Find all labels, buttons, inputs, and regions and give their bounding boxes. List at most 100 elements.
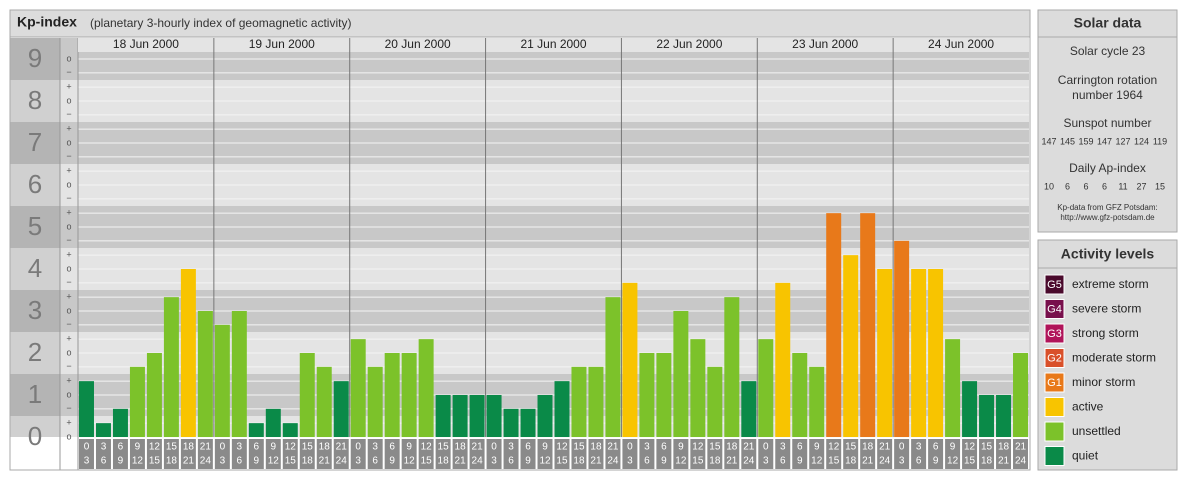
x-tick-label: 6 [525, 442, 531, 453]
bar [146, 353, 162, 437]
x-tick-label: 12 [556, 442, 568, 453]
minor-tick-label: − [66, 193, 71, 203]
legend-label: strong storm [1072, 326, 1139, 340]
hour-box [554, 439, 570, 469]
x-tick-label: 0 [627, 442, 633, 453]
hour-box [537, 439, 553, 469]
day-header [78, 38, 214, 52]
bar [571, 366, 587, 437]
hour-box [894, 439, 910, 469]
bar [809, 366, 825, 437]
minor-tick-label: + [66, 208, 71, 218]
bar [367, 366, 383, 437]
x-tick-label: 9 [661, 456, 667, 467]
bar [673, 311, 689, 437]
legend-code: G5 [1047, 279, 1062, 291]
bar [622, 282, 638, 437]
legend-code: G1 [1047, 377, 1062, 389]
bar [911, 269, 927, 437]
hour-box [401, 439, 417, 469]
y-tick-label: 7 [28, 127, 42, 157]
legend-swatch [1044, 348, 1065, 368]
day-label: 18 Jun 2000 [113, 37, 179, 51]
axis-band [10, 248, 60, 290]
bar [418, 339, 434, 437]
legend-code: G4 [1047, 303, 1062, 315]
x-tick-label: 6 [933, 442, 939, 453]
x-tick-label: 15 [285, 456, 297, 467]
x-tick-label: 12 [828, 442, 840, 453]
x-tick-label: 18 [302, 456, 314, 467]
axis-band [10, 332, 60, 374]
bar [79, 381, 94, 437]
legend-swatch [1044, 299, 1065, 319]
x-tick-label: 3 [763, 456, 769, 467]
x-tick-label: 21 [455, 456, 467, 467]
bar [282, 423, 298, 437]
hour-box [809, 439, 825, 469]
hour-box [486, 439, 502, 469]
minor-tick-label: − [66, 151, 71, 161]
bar [979, 395, 995, 437]
bar [503, 408, 519, 437]
bar [350, 339, 366, 437]
legend-label: active [1072, 400, 1104, 414]
sunspot-value: 145 [1060, 136, 1075, 146]
x-tick-label: 6 [916, 456, 922, 467]
x-tick-label: 15 [964, 456, 976, 467]
bar [758, 339, 774, 437]
day-label: 24 Jun 2000 [928, 37, 994, 51]
axis-band [10, 290, 60, 332]
x-tick-label: 24 [1015, 456, 1027, 467]
x-tick-label: 18 [166, 456, 178, 467]
x-tick-label: 9 [118, 456, 124, 467]
x-tick-label: 3 [627, 456, 633, 467]
minor-tick-label: − [66, 361, 71, 371]
x-tick-label: 18 [438, 456, 450, 467]
bar [316, 366, 332, 437]
x-tick-label: 3 [916, 442, 922, 453]
bar [605, 297, 621, 437]
bar [265, 408, 281, 437]
minor-tick-label: o [66, 389, 71, 399]
x-tick-label: 12 [539, 456, 551, 467]
x-tick-label: 3 [220, 456, 226, 467]
minor-tick-label: o [66, 179, 71, 189]
bar [197, 311, 213, 437]
x-tick-label: 12 [149, 442, 161, 453]
axis-band [10, 38, 60, 80]
hour-box [282, 439, 298, 469]
hour-box [367, 439, 383, 469]
x-tick-label: 18 [726, 442, 738, 453]
hour-box [622, 439, 638, 469]
minor-tick-label: + [66, 418, 71, 428]
bar [962, 381, 978, 437]
hour-box [792, 439, 808, 469]
bar [656, 353, 672, 437]
x-tick-label: 24 [336, 456, 348, 467]
x-tick-label: 24 [200, 456, 212, 467]
band [10, 416, 1029, 437]
bar [996, 395, 1012, 437]
hour-box [333, 439, 349, 469]
x-tick-label: 24 [743, 456, 755, 467]
x-tick-label: 21 [336, 442, 348, 453]
x-tick-label: 21 [879, 442, 891, 453]
ap-value: 6 [1102, 181, 1107, 191]
x-tick-label: 15 [692, 456, 704, 467]
legend-label: extreme storm [1072, 277, 1149, 291]
y-tick-label: 5 [28, 211, 42, 241]
panel-title: Activity levels [1061, 246, 1155, 262]
legend-label: quiet [1072, 449, 1099, 463]
bar [877, 269, 893, 437]
hour-box [435, 439, 451, 469]
bar [1013, 353, 1028, 437]
hour-box [724, 439, 740, 469]
sunspot-value: 127 [1115, 136, 1130, 146]
x-tick-label: 0 [491, 442, 497, 453]
hour-box [112, 439, 128, 469]
hour-box [248, 439, 264, 469]
bar [928, 269, 944, 437]
hour-box [146, 439, 162, 469]
x-tick-label: 3 [899, 456, 905, 467]
